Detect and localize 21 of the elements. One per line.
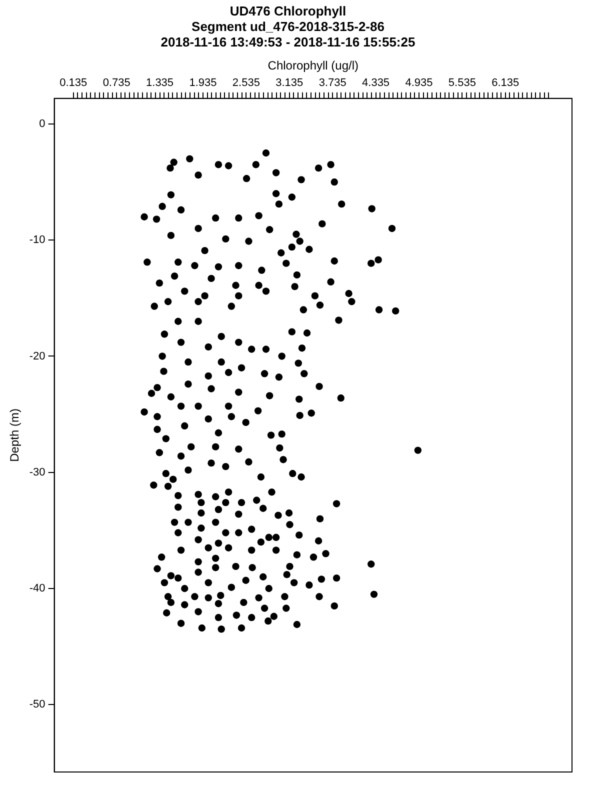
x-tick-label: 0.135 xyxy=(60,76,88,89)
x-tick-label: 4.335 xyxy=(362,76,390,89)
x-tick-label: 0.735 xyxy=(102,76,130,89)
chart-title: UD476 Chlorophyll xyxy=(230,3,346,18)
x-tick-label: 5.535 xyxy=(448,76,476,89)
x-tick-label: 1.935 xyxy=(189,76,217,89)
y-tick-label: 0 xyxy=(39,118,46,130)
y-tick-label: -20 xyxy=(29,350,46,362)
y-tick-label: -30 xyxy=(29,466,46,478)
x-tick-label: 3.135 xyxy=(276,76,304,89)
x-tick-label: 2.535 xyxy=(232,76,260,89)
y-axis-title: Depth (m) xyxy=(8,408,22,462)
y-tick-label: -50 xyxy=(29,698,46,711)
chart-subtitle: Segment ud_476-2018-315-2-86 2018-11-16 13:49:53 - 2018-11-16 15:55:25 xyxy=(160,18,416,50)
y-tick-label: -10 xyxy=(29,234,46,246)
x-tick-label: 6.135 xyxy=(492,76,520,89)
y-tick-label: -40 xyxy=(29,582,46,595)
x-axis-title: Chlorophyll (ug/l) xyxy=(268,58,359,72)
x-tick-label: 3.735 xyxy=(318,76,346,89)
x-tick-label: 1.335 xyxy=(146,76,174,89)
x-tick-label: 4.935 xyxy=(405,76,433,89)
